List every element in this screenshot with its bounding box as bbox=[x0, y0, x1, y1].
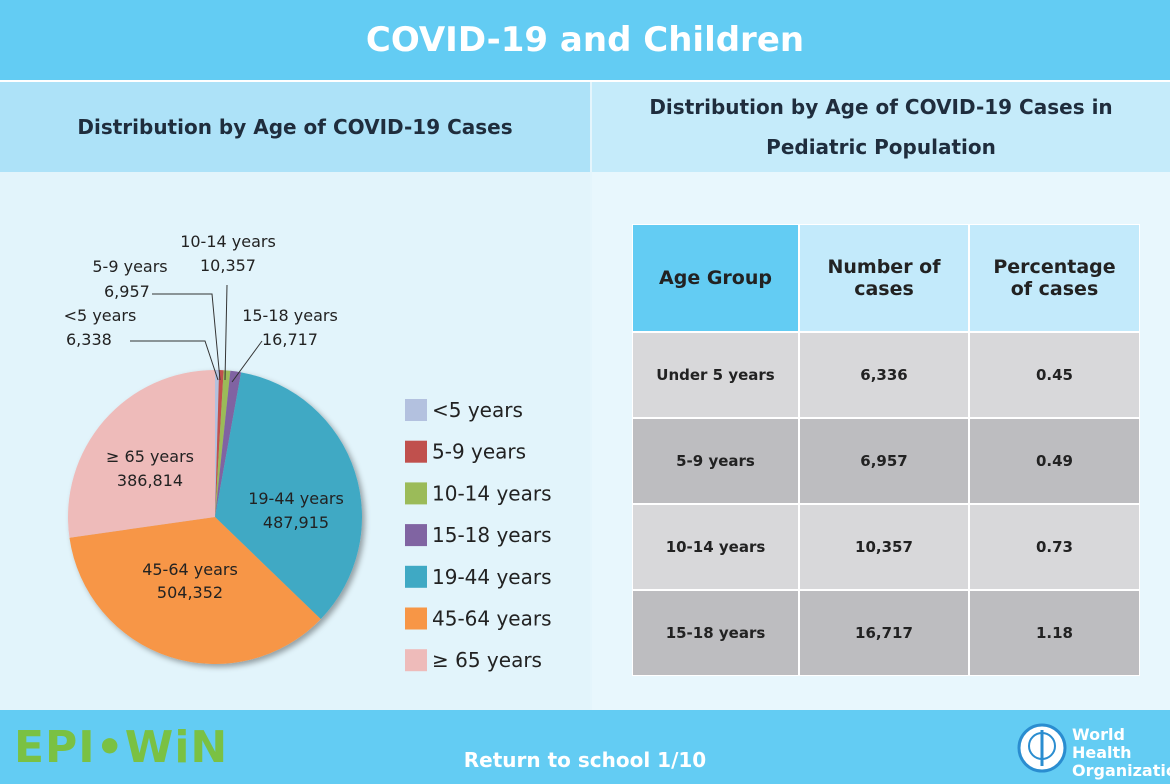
table: Age Group Number of cases Percentage of ca… bbox=[632, 224, 1140, 676]
legend-label: 19-44 years bbox=[432, 565, 552, 589]
legend-swatch bbox=[405, 524, 427, 547]
legend-label: 10-14 years bbox=[432, 481, 552, 505]
leader-line bbox=[152, 293, 221, 381]
slice-value: 6,957 bbox=[104, 282, 150, 301]
slice-label: 45-64 years bbox=[142, 560, 238, 579]
who-text: World Health Organization bbox=[1072, 725, 1170, 780]
pie-slice bbox=[215, 370, 231, 517]
slice-label: ≥ 65 years bbox=[106, 447, 194, 466]
slice-value: 10,357 bbox=[200, 256, 256, 275]
slice-label: <5 years bbox=[64, 306, 137, 325]
pie-slice bbox=[69, 517, 321, 664]
leader-line bbox=[231, 340, 263, 383]
table-cell: Under 5 years bbox=[632, 332, 799, 418]
legend-swatch bbox=[405, 607, 427, 630]
table-cell: 15-18 years bbox=[632, 590, 799, 676]
legend-swatch bbox=[405, 440, 427, 463]
slice-value: 504,352 bbox=[157, 583, 223, 602]
legend-label: ≥ 65 years bbox=[432, 648, 542, 672]
pie-chart: <5 years 6,338 <5 years 5-9 years 6,957 5-9 y… bbox=[64, 232, 552, 672]
legend-label: 45-64 years bbox=[432, 607, 552, 631]
who-emblem bbox=[1017, 723, 1067, 773]
legend-swatch bbox=[405, 649, 427, 672]
table-cell: 0.49 bbox=[969, 418, 1140, 504]
slice-label: 5-9 years bbox=[92, 257, 167, 276]
pie-slice bbox=[215, 370, 242, 517]
legend-label: 15-18 years bbox=[432, 523, 552, 547]
table-cell: 10-14 years bbox=[632, 504, 799, 590]
pie-title: Distribution by Age of COVID-19 Cases bbox=[0, 82, 590, 172]
table-cell: 5-9 years bbox=[632, 418, 799, 504]
legend-swatch bbox=[405, 482, 427, 505]
slice-value: 487,915 bbox=[263, 513, 329, 532]
pie-slice bbox=[215, 370, 224, 517]
legend-label: 5-9 years bbox=[432, 440, 526, 464]
slice-label: 15-18 years bbox=[242, 306, 338, 325]
table-cell: 6,957 bbox=[799, 418, 969, 504]
pie bbox=[68, 369, 363, 664]
pie-slice bbox=[215, 370, 220, 517]
table-cell: 10,357 bbox=[799, 504, 969, 590]
table-cell: 0.73 bbox=[969, 504, 1140, 590]
footer-text: Return to school 1/10 bbox=[463, 748, 707, 772]
legend-swatch bbox=[405, 565, 427, 588]
table-header: Age Group bbox=[632, 224, 799, 332]
table-cell: 0.45 bbox=[969, 332, 1140, 418]
slice-label: 10-14 years bbox=[180, 232, 276, 251]
table-header: Number of cases bbox=[799, 224, 969, 332]
table-header: Percentage of cases bbox=[969, 224, 1140, 332]
logo: EPI•WiN bbox=[14, 722, 229, 773]
legend-label: <5 years bbox=[432, 398, 523, 422]
slice-value: 6,338 bbox=[66, 330, 112, 349]
leader-line bbox=[224, 284, 228, 381]
pie-slice bbox=[68, 369, 215, 538]
pie-slice bbox=[215, 372, 363, 620]
slice-value: 386,814 bbox=[117, 471, 183, 490]
legend-swatch bbox=[405, 399, 427, 421]
footer: EPI•WiN Return to school 1/10 World Heal… bbox=[0, 710, 1170, 784]
slice-value: 16,717 bbox=[262, 330, 318, 349]
table-cell: 16,717 bbox=[799, 590, 969, 676]
title: COVID-19 and Children bbox=[0, 0, 1170, 82]
leader-line bbox=[130, 340, 219, 381]
table-cell: 6,336 bbox=[799, 332, 969, 418]
table-title: Distribution by Age of COVID-19 Cases in… bbox=[592, 82, 1170, 172]
slice-label: 19-44 years bbox=[248, 489, 344, 508]
table-cell: 1.18 bbox=[969, 590, 1140, 676]
